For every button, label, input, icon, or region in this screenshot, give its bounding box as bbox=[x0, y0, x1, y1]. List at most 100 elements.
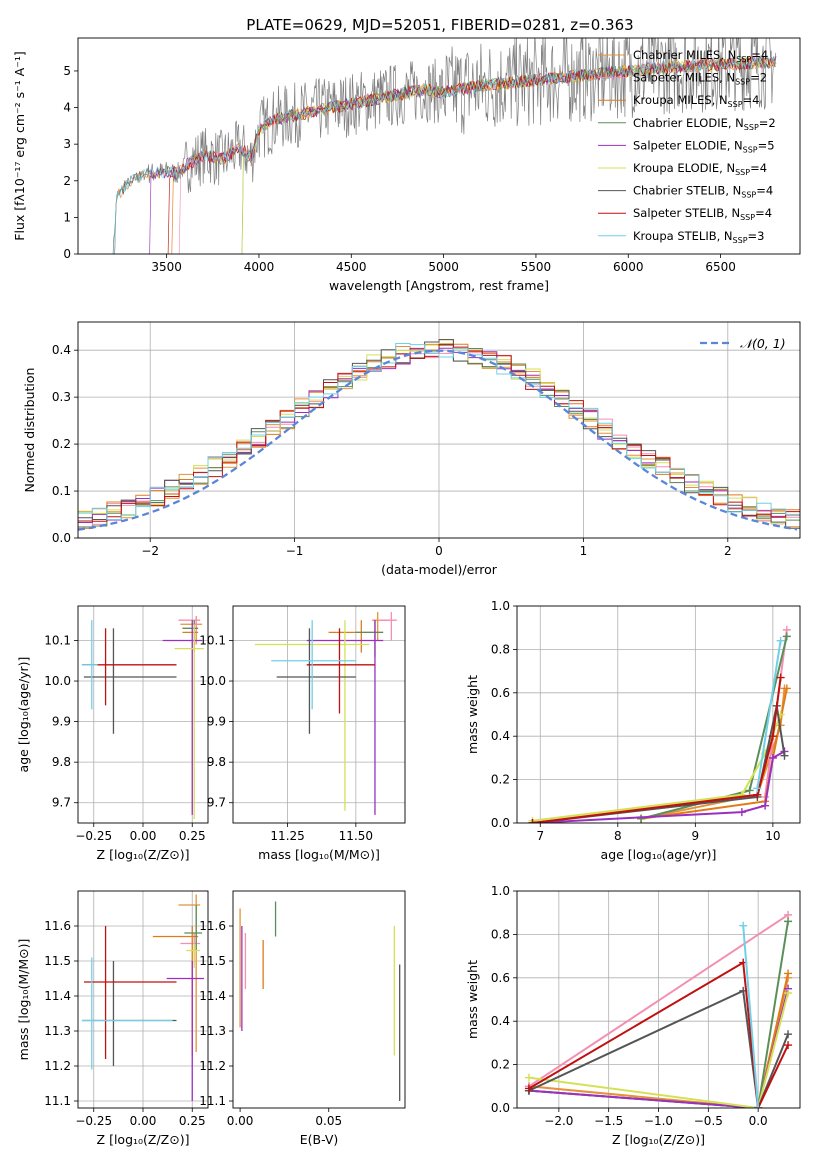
legend-entry: Chabrier MILES, NSSP=4 bbox=[633, 48, 768, 64]
y-axis-label: mass weight bbox=[465, 960, 480, 1039]
plot-mass_ebv: 0.00 0.05 11.1 11.2 11.3 11.4 11.5 11.6 E(B-V) bbox=[199, 890, 406, 1147]
axes-frame bbox=[232, 605, 406, 824]
y-axis-label: mass [log₁₀(M/M⊙)] bbox=[16, 939, 31, 1061]
y-tick-label: 10.0 bbox=[199, 674, 226, 688]
x-axis-label: Z [log₁₀(Z/Z⊙)] bbox=[97, 847, 190, 862]
spectrum-model-line bbox=[113, 54, 776, 254]
data-point-marker bbox=[637, 814, 646, 823]
plot-mass_Z: −0.25 0.00 0.25 11.1 11.2 11.3 11.4 11.5 11.6 Z [… bbox=[16, 890, 209, 1147]
data-point-marker bbox=[753, 784, 762, 793]
y-tick-label: 1.0 bbox=[491, 884, 510, 898]
series-line bbox=[528, 960, 789, 1108]
y-tick-label: 9.8 bbox=[207, 755, 226, 769]
series-line bbox=[528, 992, 789, 1108]
data-point-marker bbox=[524, 1073, 533, 1082]
legend-entry: Salpeter ELODIE, NSSP=5 bbox=[633, 138, 775, 154]
y-tick-label: 1.0 bbox=[491, 599, 510, 613]
data-point-marker bbox=[784, 969, 793, 978]
data-point-marker bbox=[782, 632, 791, 641]
y-axis-label: age [log₁₀(age/yr)] bbox=[16, 657, 31, 773]
plot-area bbox=[112, 38, 777, 254]
y-tick-label: 11.2 bbox=[44, 1059, 71, 1073]
series-line bbox=[528, 989, 789, 1108]
plot-residuals: −2 −1 0 1 2 0.0 0.1 0.2 0.3 0.4 (data-model)/error… bbox=[22, 321, 801, 577]
series-line bbox=[756, 640, 782, 789]
plot-weight_age: 7 8 9 10 0.0 0.2 0.4 0.6 0.8 1.0 age [log₁₀(age/yr… bbox=[465, 599, 801, 862]
x-tick-label: −0.25 bbox=[75, 1114, 112, 1128]
x-tick-label: 0.05 bbox=[315, 1114, 342, 1128]
y-tick-label: 10.0 bbox=[44, 674, 71, 688]
legend: Chabrier MILES, NSSP=4 Salpeter MILES, NS… bbox=[598, 48, 776, 245]
data-point-marker bbox=[784, 1041, 793, 1050]
y-tick-label: 3 bbox=[63, 137, 71, 151]
data-point-marker bbox=[528, 819, 537, 823]
legend-entry: Kroupa ELODIE, NSSP=4 bbox=[633, 161, 767, 177]
x-tick-label: −1.5 bbox=[594, 1114, 623, 1128]
legend-entry: Salpeter STELIB, NSSP=4 bbox=[633, 206, 772, 222]
x-axis-label: mass [log₁₀(M/M⊙)] bbox=[258, 847, 380, 862]
y-tick-label: 0.8 bbox=[491, 642, 510, 656]
data-point-marker bbox=[768, 753, 777, 762]
y-tick-label: 11.5 bbox=[44, 954, 71, 968]
x-tick-label: 11.25 bbox=[270, 829, 304, 843]
x-tick-label: 8 bbox=[614, 829, 622, 843]
plot-area bbox=[78, 891, 208, 1108]
plot-area bbox=[239, 901, 401, 1101]
plot-area bbox=[78, 606, 208, 823]
plot-spectrum: 3500 4000 4500 5000 5500 6000 6500 0 1 2 3 4 5 wavele… bbox=[12, 37, 801, 293]
spectrum-data-line bbox=[112, 38, 776, 254]
data-point-marker bbox=[776, 673, 785, 682]
y-tick-label: 0.8 bbox=[491, 927, 510, 941]
data-point-marker bbox=[780, 751, 789, 760]
legend-entry: Kroupa MILES, NSSP=4 bbox=[633, 93, 759, 109]
data-point-marker bbox=[754, 1104, 763, 1108]
x-tick-label: −2.0 bbox=[544, 1114, 573, 1128]
y-tick-label: 0.2 bbox=[491, 1058, 510, 1072]
y-tick-label: 11.2 bbox=[199, 1059, 226, 1073]
x-tick-label: 0.00 bbox=[130, 1114, 157, 1128]
y-tick-label: 0.6 bbox=[491, 686, 510, 700]
x-tick-label: 0.00 bbox=[227, 1114, 254, 1128]
y-tick-label: 0.0 bbox=[491, 1101, 510, 1115]
spectrum-model-line bbox=[148, 56, 777, 254]
figure-title: PLATE=0629, MJD=52051, FIBERID=0281, z=0… bbox=[246, 16, 633, 34]
plot-area bbox=[517, 891, 800, 1108]
y-tick-label: 0.4 bbox=[52, 343, 71, 357]
axes-frame bbox=[516, 890, 801, 1109]
data-point-marker bbox=[782, 684, 791, 693]
x-axis-label: Z [log₁₀(Z/Z⊙)] bbox=[97, 1132, 190, 1147]
y-axis-label: Flux [fλ10⁻¹⁷ erg cm⁻² s⁻¹ A⁻¹] bbox=[12, 51, 27, 240]
y-tick-label: 9.9 bbox=[207, 715, 226, 729]
data-point-marker bbox=[745, 786, 754, 795]
y-tick-label: 1 bbox=[63, 210, 71, 224]
plot-age_mass: 11.25 11.50 9.7 9.8 9.9 10.0 10.1 mass [log₁₀(M… bbox=[199, 605, 406, 862]
y-tick-label: 0.0 bbox=[52, 531, 71, 545]
axes-frame bbox=[77, 890, 209, 1109]
x-tick-label: 0.25 bbox=[179, 829, 206, 843]
axes-frame bbox=[77, 321, 801, 539]
y-tick-label: 9.9 bbox=[52, 715, 71, 729]
legend-entry: Salpeter MILES, NSSP=2 bbox=[633, 71, 767, 87]
plot-age_Z: −0.25 0.00 0.25 9.7 9.8 9.9 10.0 10.1 Z [log₁₀(Z… bbox=[16, 605, 209, 862]
data-point-marker bbox=[768, 732, 777, 741]
series-line bbox=[742, 925, 760, 1108]
y-tick-label: 11.5 bbox=[199, 954, 226, 968]
plot-area bbox=[233, 606, 405, 823]
gaussian-curve bbox=[78, 349, 798, 531]
y-tick-label: 11.6 bbox=[199, 919, 226, 933]
x-tick-label: 7 bbox=[536, 829, 544, 843]
y-axis-label: Normed distribution bbox=[22, 368, 37, 493]
y-tick-label: 0.6 bbox=[491, 971, 510, 985]
x-tick-label: 2 bbox=[724, 544, 732, 558]
y-tick-label: 0.2 bbox=[52, 437, 71, 451]
data-point-marker bbox=[761, 801, 770, 810]
x-tick-label: 0.00 bbox=[130, 829, 157, 843]
histogram-step bbox=[78, 343, 800, 520]
axes-frame bbox=[77, 605, 209, 824]
x-axis-label: (data-model)/error bbox=[381, 562, 498, 577]
series-line bbox=[532, 677, 782, 823]
legend-entry: Chabrier ELODIE, NSSP=2 bbox=[633, 116, 776, 132]
y-tick-label: 11.1 bbox=[199, 1094, 226, 1108]
x-tick-label: −1 bbox=[286, 544, 304, 558]
